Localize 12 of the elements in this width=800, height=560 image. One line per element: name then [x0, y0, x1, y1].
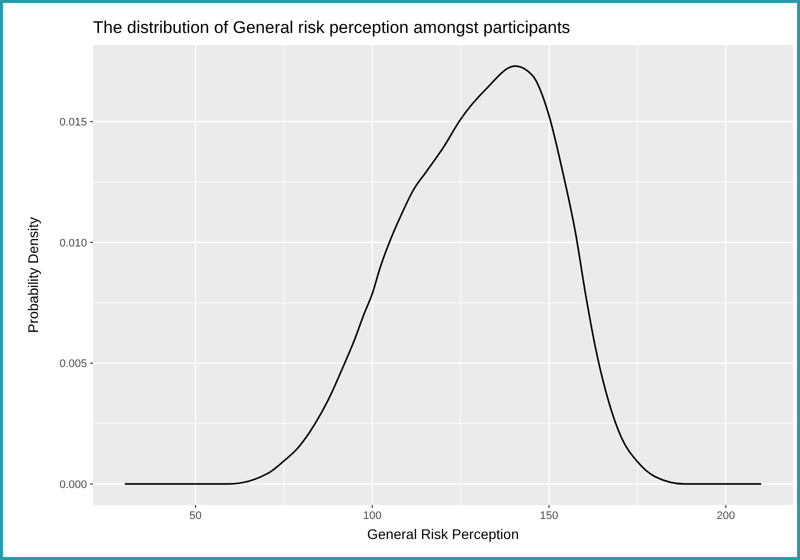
chart-title: The distribution of General risk perception amongst participants [93, 18, 570, 37]
y-tick-label: 0.015 [59, 116, 87, 129]
x-tick-label: 150 [540, 510, 558, 522]
x-tick-label: 50 [189, 510, 202, 522]
x-tick-label: 100 [363, 510, 382, 522]
x-tick-label: 200 [716, 510, 736, 522]
x-axis-title: General Risk Perception [367, 526, 519, 542]
y-tick-label: 0.010 [59, 237, 87, 250]
y-tick-label: 0.000 [59, 478, 87, 491]
y-tick-label: 0.005 [59, 358, 87, 370]
line-series [124, 65, 762, 485]
y-axis-title: Probability Density [25, 217, 41, 333]
